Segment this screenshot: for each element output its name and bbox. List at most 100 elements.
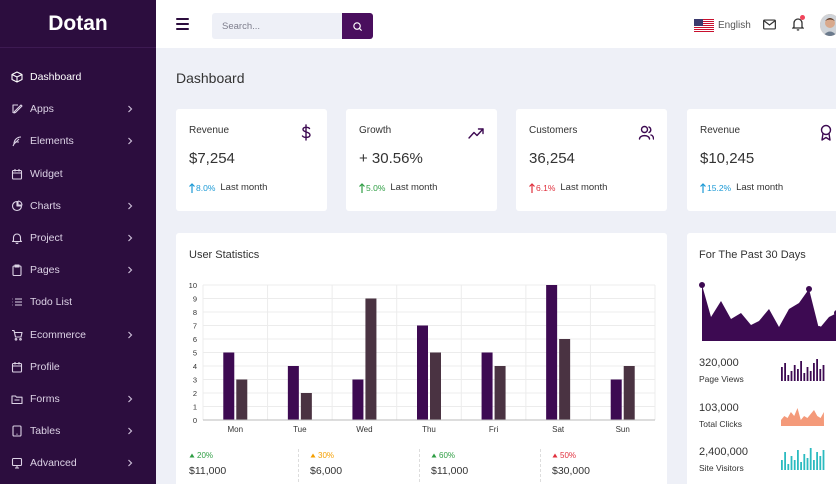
y-tick-label: 9 <box>193 295 197 304</box>
bell-icon[interactable] <box>792 17 804 31</box>
bar-sun-series-2[interactable] <box>623 366 635 420</box>
spark-bar <box>797 369 799 381</box>
arrow-up-icon <box>189 182 195 193</box>
summary-amount: $11,000 <box>189 465 227 477</box>
spark-bar <box>816 359 818 381</box>
bar-thu-series-2[interactable] <box>430 352 441 421</box>
chevron-right-icon[interactable] <box>126 137 134 145</box>
chevron-right-icon[interactable] <box>126 427 134 435</box>
sidebar-item-apps[interactable]: Apps <box>0 93 156 125</box>
sidebar-item-advanced[interactable]: Advanced <box>0 447 156 479</box>
bar-tue-series-2[interactable] <box>300 393 312 420</box>
clipboard-icon <box>11 264 23 277</box>
brand-logo[interactable]: Dotan <box>0 0 156 48</box>
sidebar-item-profile[interactable]: Profile <box>0 351 156 383</box>
menu-toggle-icon[interactable] <box>176 18 189 30</box>
stat-change: 15.2% Last month <box>700 182 783 193</box>
sidebar-item-forms[interactable]: Forms <box>0 383 156 415</box>
summary-divider <box>419 449 420 484</box>
spark-bar <box>800 462 802 470</box>
arrow-up-icon <box>529 182 535 193</box>
spark-bar <box>809 448 812 470</box>
chevron-right-icon[interactable] <box>126 234 134 242</box>
spark-bar <box>803 454 806 470</box>
sidebar-item-label: Charts <box>30 199 61 212</box>
bar-sat-series-1[interactable] <box>546 285 558 420</box>
stat-card-customers: Customers 36,254 6.1% Last month <box>516 109 667 211</box>
summary-change-percent: 20% <box>197 451 214 460</box>
chevron-right-icon[interactable] <box>126 202 134 210</box>
sidebar-item-ecommerce[interactable]: Ecommerce <box>0 319 156 351</box>
sidebar-item-dashboard[interactable]: Dashboard <box>0 61 156 93</box>
arrow-up-icon <box>700 182 706 193</box>
chevron-right-icon[interactable] <box>126 331 134 339</box>
pie-chart-icon <box>11 200 23 212</box>
sidebar-item-label: Project <box>30 232 63 245</box>
bar-mon-series-1[interactable] <box>223 352 235 421</box>
topbar: English <box>156 0 836 48</box>
avatar[interactable] <box>820 14 836 36</box>
bar-wed-series-2[interactable] <box>365 298 377 421</box>
folder-icon <box>11 393 23 405</box>
sidebar-item-charts[interactable]: Charts <box>0 190 156 222</box>
stat-title: Customers <box>529 125 578 136</box>
bar-sat-series-2[interactable] <box>559 339 571 420</box>
y-tick-label: 4 <box>193 362 197 371</box>
user-statistics-chart: 0 1 2 3 4 5 6 7 8 9 10 Mon Tue Wed Thu Fri Sat Sun <box>189 281 656 434</box>
x-tick-label: Tue <box>293 425 307 434</box>
feather-icon <box>11 135 23 147</box>
search-button[interactable] <box>342 13 373 39</box>
bar-wed-series-1[interactable] <box>352 379 364 421</box>
sidebar-item-label: Profile <box>30 360 60 373</box>
spark-area <box>781 408 824 426</box>
mini-stat-value: 320,000 <box>699 357 739 369</box>
bar-fri-series-1[interactable] <box>481 352 493 421</box>
y-tick-label: 3 <box>193 376 197 385</box>
chevron-right-icon[interactable] <box>126 266 134 274</box>
summary-divider <box>298 449 299 484</box>
stat-title: Growth <box>359 125 392 136</box>
stat-value: + 30.56% <box>359 150 423 167</box>
sidebar-item-elements[interactable]: Elements <box>0 125 156 157</box>
sidebar: Dotan Dashboard Apps Elements Widget Charts P… <box>0 0 156 484</box>
stat-change-period: Last month <box>736 182 784 193</box>
mail-icon[interactable] <box>763 19 776 30</box>
sidebar-item-todo-list[interactable]: Todo List <box>0 286 156 318</box>
bar-fri-series-2[interactable] <box>494 366 506 420</box>
area-point <box>816 326 822 332</box>
chevron-right-icon[interactable] <box>126 105 134 113</box>
spark-bar <box>790 371 793 381</box>
bar-mon-series-2[interactable] <box>236 379 248 421</box>
dollar-icon <box>301 124 311 141</box>
summary-amount: $6,000 <box>310 465 343 477</box>
spark-bar <box>819 369 822 381</box>
sidebar-item-label: Dashboard <box>30 71 82 84</box>
bar-thu-series-1[interactable] <box>417 325 428 421</box>
y-tick-label: 5 <box>193 349 197 358</box>
summary-change: 50% <box>552 451 672 460</box>
past-30-days-area-chart <box>699 282 836 341</box>
stat-change-period: Last month <box>220 182 268 193</box>
sidebar-item-label: Todo List <box>30 296 73 309</box>
search-input[interactable] <box>212 13 342 39</box>
past-30-days-title: For The Past 30 Days <box>699 249 806 261</box>
bar-sun-series-1[interactable] <box>610 379 622 421</box>
chevron-right-icon[interactable] <box>126 459 134 467</box>
language-selector[interactable]: English <box>718 20 751 31</box>
mini-sparkline <box>781 408 824 426</box>
summary-change-percent: 30% <box>318 451 335 460</box>
chart-title: User Statistics <box>189 249 260 261</box>
sidebar-item-label: Widget <box>30 167 63 180</box>
y-tick-label: 7 <box>193 322 197 331</box>
x-tick-label: Sat <box>552 425 565 434</box>
sidebar-item-pages[interactable]: Pages <box>0 254 156 286</box>
bar-tue-series-1[interactable] <box>287 366 299 420</box>
sidebar-item-widget[interactable]: Widget <box>0 158 156 190</box>
us-flag-icon[interactable] <box>694 19 714 32</box>
sidebar-item-project[interactable]: Project <box>0 222 156 254</box>
stat-title: Revenue <box>189 125 230 136</box>
chevron-right-icon[interactable] <box>126 395 134 403</box>
y-tick-label: 2 <box>193 389 197 398</box>
sidebar-item-tables[interactable]: Tables <box>0 415 156 447</box>
sidebar-item-label: Advanced <box>30 457 77 470</box>
